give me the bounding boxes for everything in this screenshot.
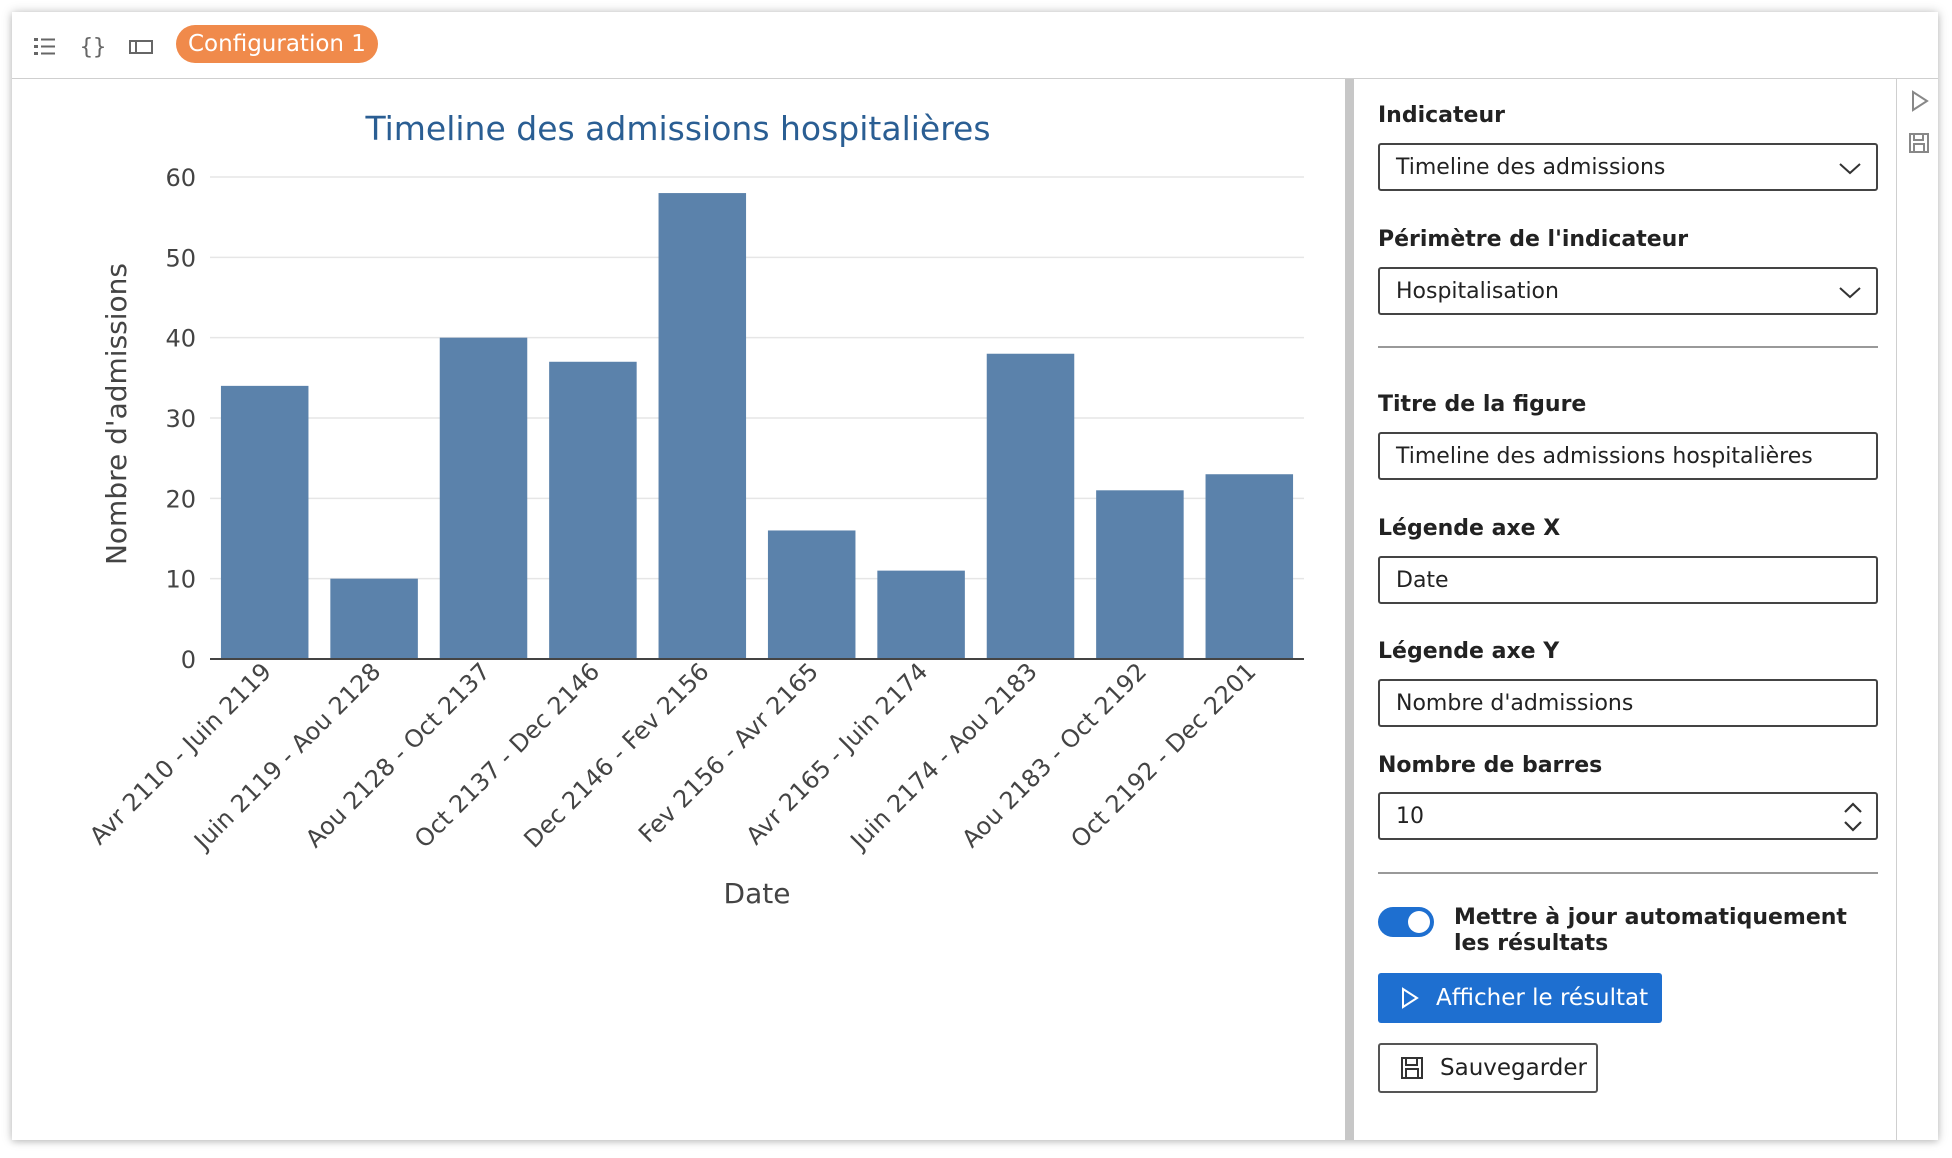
top-toolbar: {} Configuration 1 xyxy=(12,12,1938,79)
scope-select[interactable]: Hospitalisation xyxy=(1378,267,1878,315)
bars-label: Nombre de barres xyxy=(1378,753,1603,778)
divider xyxy=(1378,346,1878,348)
save-label: Sauvegarder xyxy=(1440,1055,1587,1081)
side-strip xyxy=(1896,79,1939,1140)
app-window: {} Configuration 1 Timeline des admissio… xyxy=(12,12,1938,1140)
show-result-button[interactable]: Afficher le résultat xyxy=(1378,973,1662,1023)
y-tick-label: 30 xyxy=(165,405,196,433)
y-tick-label: 0 xyxy=(181,646,196,674)
bars-stepper[interactable]: 10 xyxy=(1378,792,1878,840)
y-tick-label: 10 xyxy=(165,566,196,594)
play-icon xyxy=(1402,987,1419,1009)
y-tick-label: 20 xyxy=(165,485,196,513)
figure-title-value: Timeline des admissions hospitalières xyxy=(1396,443,1813,469)
panel-icon[interactable] xyxy=(126,32,156,62)
bar xyxy=(330,578,418,659)
x-tick-label: Aou 2183 - Oct 2192 xyxy=(956,657,1152,853)
indicator-value: Timeline des admissions xyxy=(1396,154,1666,180)
y-legend-label: Légende axe Y xyxy=(1378,639,1560,664)
figure-title-label: Titre de la figure xyxy=(1378,392,1587,417)
x-tick-label: Juin 2119 - Aou 2128 xyxy=(187,657,386,856)
chart-title: Timeline des admissions hospitalières xyxy=(365,109,991,148)
bars-value: 10 xyxy=(1396,803,1424,829)
scope-value: Hospitalisation xyxy=(1396,278,1559,304)
list-icon[interactable] xyxy=(30,32,60,62)
x-tick-label: Fev 2156 - Avr 2165 xyxy=(633,657,824,848)
run-icon[interactable] xyxy=(1907,89,1931,113)
x-tick-label: Oct 2137 - Dec 2146 xyxy=(409,657,605,853)
bar xyxy=(1205,474,1294,659)
x-tick-label: Avr 2165 - Juin 2174 xyxy=(741,657,934,850)
x-legend-label: Légende axe X xyxy=(1378,516,1561,541)
y-tick-label: 50 xyxy=(165,244,196,272)
settings-panel: Indicateur Timeline des admissions Périm… xyxy=(1354,79,1896,1140)
auto-update-label: Mettre à jour automatiquement les résult… xyxy=(1454,905,1847,956)
braces-icon[interactable]: {} xyxy=(79,34,107,60)
save-button[interactable]: Sauvegarder xyxy=(1378,1043,1598,1093)
y-axis-title: Nombre d'admissions xyxy=(100,263,133,565)
y-tick-label: 40 xyxy=(165,325,196,353)
bar xyxy=(1096,490,1184,659)
stepper-icon[interactable] xyxy=(1840,798,1866,836)
x-tick-label: Dec 2146 - Fev 2156 xyxy=(519,657,715,853)
floppy-icon xyxy=(1401,1057,1423,1079)
x-axis-title: Date xyxy=(724,877,791,910)
divider xyxy=(1378,872,1878,874)
show-result-label: Afficher le résultat xyxy=(1436,985,1649,1011)
splitter[interactable] xyxy=(1345,79,1354,1140)
x-tick-label: Avr 2110 - Juin 2119 xyxy=(84,657,277,850)
y-tick-label: 60 xyxy=(165,164,196,192)
scope-label: Périmètre de l'indicateur xyxy=(1378,227,1689,252)
bar xyxy=(877,570,965,659)
save-icon[interactable] xyxy=(1907,131,1931,155)
bar xyxy=(220,385,309,659)
auto-update-toggle[interactable] xyxy=(1378,907,1434,937)
chevron-down-icon xyxy=(1839,287,1861,299)
config-tab[interactable]: Configuration 1 xyxy=(176,25,378,63)
x-legend-value: Date xyxy=(1396,567,1449,593)
bar xyxy=(767,530,856,659)
bar xyxy=(658,193,747,660)
indicator-select[interactable]: Timeline des admissions xyxy=(1378,143,1878,191)
bar xyxy=(986,353,1075,659)
x-legend-input[interactable]: Date xyxy=(1378,556,1878,604)
figure-title-input[interactable]: Timeline des admissions hospitalières xyxy=(1378,432,1878,480)
indicator-label: Indicateur xyxy=(1378,103,1505,128)
toggle-knob xyxy=(1408,911,1430,933)
chart-area: Timeline des admissions hospitalières 0 1… xyxy=(12,79,1344,1140)
x-tick-label: Oct 2192 - Dec 2201 xyxy=(1065,657,1261,853)
y-legend-input[interactable]: Nombre d'admissions xyxy=(1378,679,1878,727)
x-tick-label: Juin 2174 - Aou 2183 xyxy=(844,657,1043,856)
chevron-down-icon xyxy=(1839,163,1861,175)
bar xyxy=(439,337,528,659)
x-tick-label: Aou 2128 - Oct 2137 xyxy=(300,657,496,853)
bar xyxy=(549,361,637,659)
y-legend-value: Nombre d'admissions xyxy=(1396,690,1634,716)
